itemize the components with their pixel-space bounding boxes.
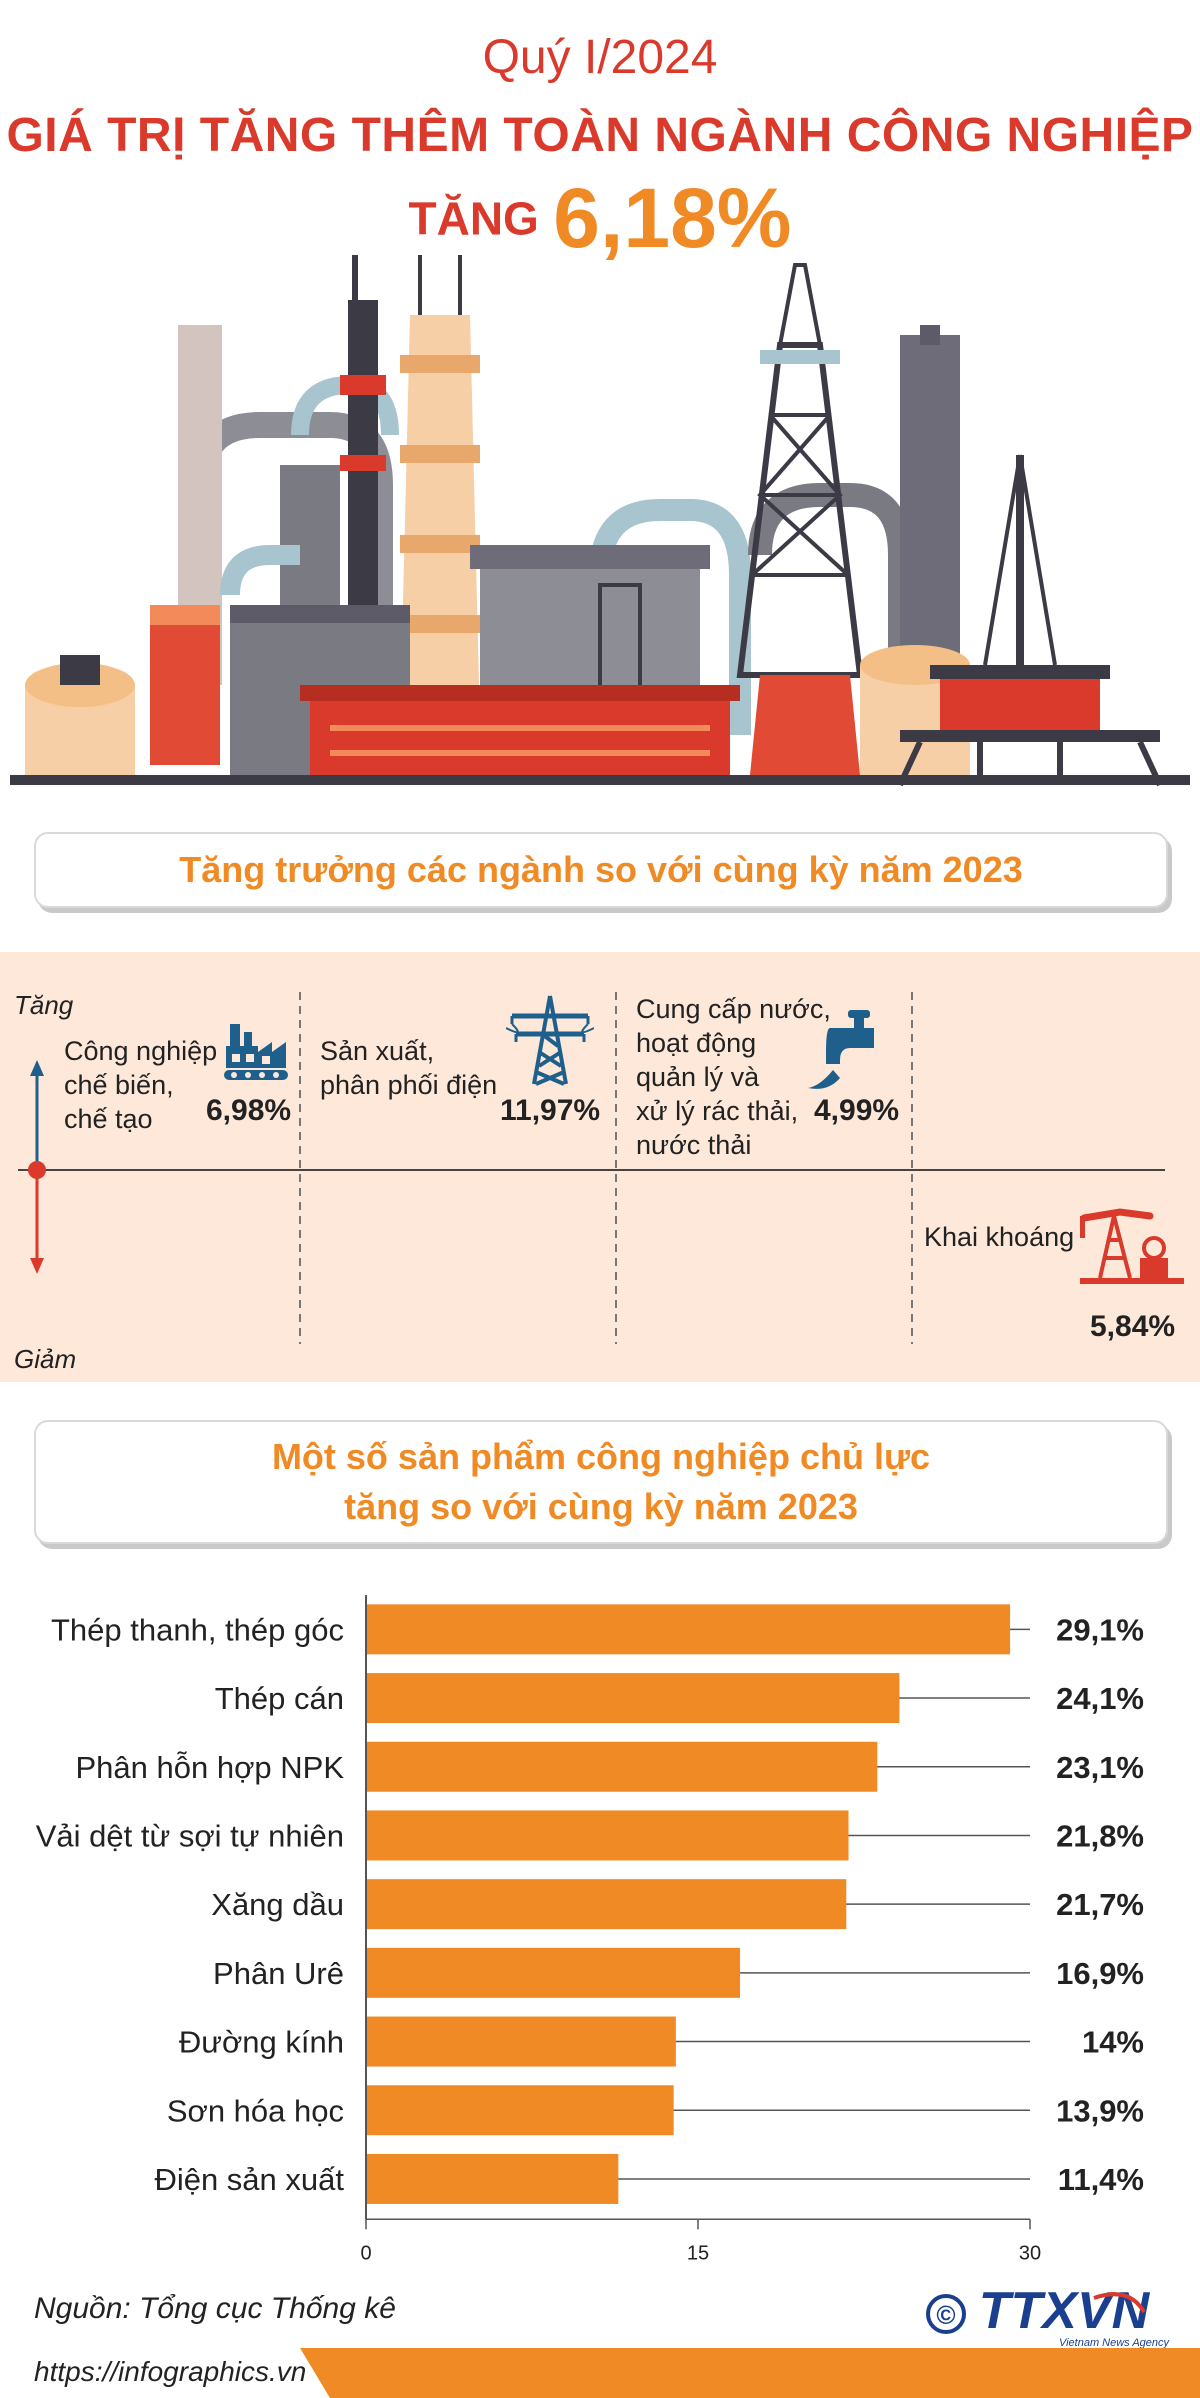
down-label: Giảm: [14, 1344, 77, 1374]
products-section-heading: Một số sản phẩm công nghiệp chủ lực tăng…: [34, 1420, 1168, 1544]
products-bar-chart: Thép thanh, thép góc 29,1% Thép cán 24,1% Ph…: [0, 1570, 1200, 2270]
bar-category-label: Phân hỗn hợp NPK: [75, 1750, 344, 1785]
source-url[interactable]: https://infographics.vn: [34, 2356, 307, 2387]
up-label: Tăng: [14, 990, 74, 1020]
url-bar: [0, 2348, 1200, 2398]
sector-electricity-value: 11,97%: [500, 1094, 601, 1127]
bar: [366, 2016, 676, 2067]
svg-text:TTXVN: TTXVN: [979, 2282, 1151, 2340]
bar: [366, 1673, 900, 1724]
sector-water-value: 4,99%: [814, 1094, 900, 1127]
bar-value-label: 13,9%: [1056, 2093, 1144, 2128]
svg-text:Vietnam News Agency: Vietnam News Agency: [1059, 2337, 1171, 2349]
bar-category-label: Xăng dầu: [211, 1887, 344, 1922]
bar-value-label: 21,8%: [1056, 1818, 1144, 1853]
bar: [366, 1879, 847, 1930]
factory-icon: [224, 1024, 288, 1080]
bar-chart-svg: Thép thanh, thép góc 29,1% Thép cán 24,1% Ph…: [36, 1595, 1144, 2264]
sector-mining-label: Khai khoáng: [924, 1222, 1075, 1252]
bar-value-label: 16,9%: [1056, 1956, 1144, 1991]
bar: [366, 1741, 878, 1792]
source-note: Nguồn: Tổng cục Thống kê: [34, 2292, 396, 2325]
growth-section-heading: Tăng trưởng các ngành so với cùng kỳ năm…: [34, 832, 1168, 908]
x-tick-label: 30: [1019, 2242, 1041, 2264]
bar-category-label: Điện sản xuất: [154, 2162, 344, 2197]
subtitle-label: TĂNG: [408, 192, 539, 245]
bar-category-label: Đường kính: [179, 2025, 344, 2060]
sector-manufacturing-label: Công nghiệp chế biến, chế tạo: [64, 1036, 218, 1134]
bar-value-label: 23,1%: [1056, 1750, 1144, 1785]
bar-category-label: Vải dệt từ sợi tự nhiên: [36, 1818, 344, 1853]
bar: [366, 1604, 1011, 1655]
bar: [366, 1947, 741, 1998]
x-tick-label: 0: [360, 2242, 371, 2264]
bar-value-label: 11,4%: [1058, 2162, 1144, 2197]
sector-electricity-label: Sản xuất, phân phối điện: [320, 1036, 498, 1100]
sector-growth-panel: Tăng Giảm Công nghiệp chế biến, chế tạo …: [0, 952, 1200, 1382]
sector-manufacturing-value: 6,98%: [206, 1094, 292, 1127]
bar-value-label: 29,1%: [1056, 1612, 1144, 1647]
ttxvn-logo: © TTXVN Vietnam News Agency: [926, 2282, 1171, 2349]
factory-illustration: [10, 255, 1190, 787]
sector-water-label: Cung cấp nước, hoạt động quản lý và xử l…: [636, 994, 831, 1160]
bar: [366, 2153, 619, 2204]
bar: [366, 1810, 849, 1861]
water-tap-icon: [808, 1010, 874, 1089]
bar-value-label: 21,7%: [1056, 1887, 1144, 1922]
power-tower-icon: [506, 995, 594, 1086]
bar-category-label: Thép thanh, thép góc: [51, 1612, 344, 1647]
bar-category-label: Phân Urê: [213, 1956, 344, 1991]
bar: [366, 2085, 674, 2136]
subtitle: TĂNG 6,18%: [0, 170, 1200, 267]
oil-pump-icon: [1080, 1208, 1184, 1284]
bar-category-label: Thép cán: [215, 1681, 344, 1716]
subtitle-value: 6,18%: [553, 171, 792, 265]
bar-value-label: 14%: [1082, 2025, 1144, 2060]
x-tick-label: 15: [687, 2242, 709, 2264]
period-label: Quý I/2024: [482, 31, 718, 84]
header: Quý I/2024 GIÁ TRỊ TĂNG THÊM TOÀN NGÀNH …: [0, 0, 1200, 265]
bar-value-label: 24,1%: [1056, 1681, 1144, 1716]
bar-category-label: Sơn hóa học: [167, 2093, 344, 2128]
sector-mining-value: 5,84%: [1090, 1310, 1176, 1343]
svg-text:©: ©: [936, 2300, 955, 2330]
main-title: GIÁ TRỊ TĂNG THÊM TOÀN NGÀNH CÔNG NGHIỆP: [6, 109, 1194, 162]
growth-axis-lines: [18, 992, 1165, 1344]
